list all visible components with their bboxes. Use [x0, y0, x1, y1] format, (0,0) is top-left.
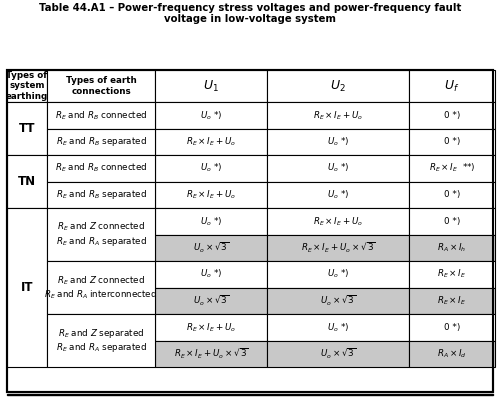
Text: $U_2$: $U_2$ [330, 79, 346, 94]
Bar [409, 235, 495, 261]
Bar [47, 261, 155, 314]
Text: $U_o \times \sqrt{3}$: $U_o \times \sqrt{3}$ [320, 294, 356, 308]
Text: $U_o$ *): $U_o$ *) [327, 189, 349, 201]
Text: $R_E \times I_E + U_o$: $R_E \times I_E + U_o$ [186, 321, 236, 333]
Bar [267, 70, 409, 102]
Text: 0 *): 0 *) [444, 323, 460, 332]
Bar [155, 181, 267, 208]
Bar [155, 261, 267, 287]
Text: $R_E$ and $Z$ connected
$R_E$ and $R_A$ separated: $R_E$ and $Z$ connected $R_E$ and $R_A$ … [56, 221, 146, 248]
Bar [47, 129, 155, 155]
Text: $R_A \times I_h$: $R_A \times I_h$ [438, 241, 466, 254]
Text: $U_o \times \sqrt{3}$: $U_o \times \sqrt{3}$ [193, 294, 229, 308]
Text: Table 44.A1 – Power-frequency stress voltages and power-frequency fault: Table 44.A1 – Power-frequency stress vol… [39, 3, 461, 13]
Text: $R_E \times I_E$  **): $R_E \times I_E$ **) [428, 162, 476, 175]
Text: TN: TN [18, 175, 36, 188]
Text: $R_E$ and $Z$ connected
$R_E$ and $R_A$ interconnected: $R_E$ and $Z$ connected $R_E$ and $R_A$ … [44, 274, 158, 301]
Bar [409, 287, 495, 314]
Text: $U_o$ *): $U_o$ *) [200, 268, 222, 281]
Text: $U_o$ *): $U_o$ *) [327, 162, 349, 175]
Bar [267, 208, 409, 235]
Bar [47, 208, 155, 261]
Bar [47, 181, 155, 208]
Text: $U_o$ *): $U_o$ *) [200, 215, 222, 227]
Bar [7, 394, 493, 395]
Bar [155, 287, 267, 314]
Bar [267, 155, 409, 181]
Text: $U_o \times \sqrt{3}$: $U_o \times \sqrt{3}$ [320, 347, 356, 361]
Text: Types of earth
connections: Types of earth connections [66, 76, 136, 96]
Text: $R_E \times I_E + U_o \times \sqrt{3}$: $R_E \times I_E + U_o \times \sqrt{3}$ [174, 347, 248, 361]
Text: $R_E$ and $Z$ separated
$R_E$ and $R_A$ separated: $R_E$ and $Z$ separated $R_E$ and $R_A$ … [56, 327, 146, 355]
Bar [7, 208, 47, 367]
Text: $R_E$ and $R_B$ separated: $R_E$ and $R_B$ separated [56, 135, 146, 148]
Text: Types of
system
earthing: Types of system earthing [6, 71, 48, 101]
Text: 0 *): 0 *) [444, 137, 460, 146]
Bar [7, 102, 47, 155]
Text: $U_o$ *): $U_o$ *) [200, 162, 222, 175]
Text: 0 *): 0 *) [444, 190, 460, 199]
Text: $U_o$ *): $U_o$ *) [327, 135, 349, 148]
Text: IT: IT [21, 281, 33, 294]
Text: $R_E \times I_E + U_o$: $R_E \times I_E + U_o$ [313, 109, 363, 121]
Bar [409, 181, 495, 208]
Text: $R_E$ and $R_B$ connected: $R_E$ and $R_B$ connected [54, 162, 148, 175]
Bar [47, 155, 155, 181]
Bar [7, 70, 47, 102]
Bar [409, 261, 495, 287]
Text: $U_f$: $U_f$ [444, 79, 460, 94]
Text: $R_A \times I_d$: $R_A \times I_d$ [437, 347, 467, 360]
Bar [409, 129, 495, 155]
Bar [409, 102, 495, 129]
Bar [267, 261, 409, 287]
Text: $R_E \times I_E + U_o$: $R_E \times I_E + U_o$ [186, 135, 236, 148]
Bar [267, 235, 409, 261]
Text: $R_E \times I_E + U_o \times \sqrt{3}$: $R_E \times I_E + U_o \times \sqrt{3}$ [300, 241, 376, 255]
Bar [409, 314, 495, 341]
Bar [155, 341, 267, 367]
Bar [155, 208, 267, 235]
Text: 0 *): 0 *) [444, 217, 460, 226]
Bar [409, 155, 495, 181]
Bar [47, 314, 155, 367]
Bar [155, 70, 267, 102]
Bar [155, 314, 267, 341]
Bar [267, 181, 409, 208]
Bar [267, 129, 409, 155]
Text: $R_E \times I_E + U_o$: $R_E \times I_E + U_o$ [313, 215, 363, 227]
Text: 0 *): 0 *) [444, 111, 460, 120]
Text: $R_E$ and $R_B$ separated: $R_E$ and $R_B$ separated [56, 188, 146, 201]
Bar [47, 70, 155, 102]
Bar [409, 70, 495, 102]
Text: $U_o$ *): $U_o$ *) [200, 109, 222, 121]
Text: $U_o \times \sqrt{3}$: $U_o \times \sqrt{3}$ [193, 241, 229, 255]
Bar [7, 70, 493, 392]
Bar [155, 155, 267, 181]
Text: voltage in low-voltage system: voltage in low-voltage system [164, 14, 336, 24]
Bar [155, 102, 267, 129]
Text: $U_o$ *): $U_o$ *) [327, 321, 349, 333]
Bar [7, 155, 47, 208]
Bar [409, 208, 495, 235]
Text: $R_E$ and $R_B$ connected: $R_E$ and $R_B$ connected [54, 109, 148, 121]
Bar [409, 341, 495, 367]
Text: $R_E \times I_E$: $R_E \times I_E$ [438, 268, 466, 281]
Text: $U_o$ *): $U_o$ *) [327, 268, 349, 281]
Bar [7, 70, 493, 392]
Bar [267, 102, 409, 129]
Text: $R_E \times I_E + U_o$: $R_E \times I_E + U_o$ [186, 189, 236, 201]
Text: TT: TT [19, 122, 35, 135]
Bar [47, 102, 155, 129]
Bar [267, 287, 409, 314]
Text: $R_E \times I_E$: $R_E \times I_E$ [438, 295, 466, 307]
Bar [267, 314, 409, 341]
Bar [155, 235, 267, 261]
Bar [267, 341, 409, 367]
Bar [155, 129, 267, 155]
Text: $U_1$: $U_1$ [203, 79, 219, 94]
